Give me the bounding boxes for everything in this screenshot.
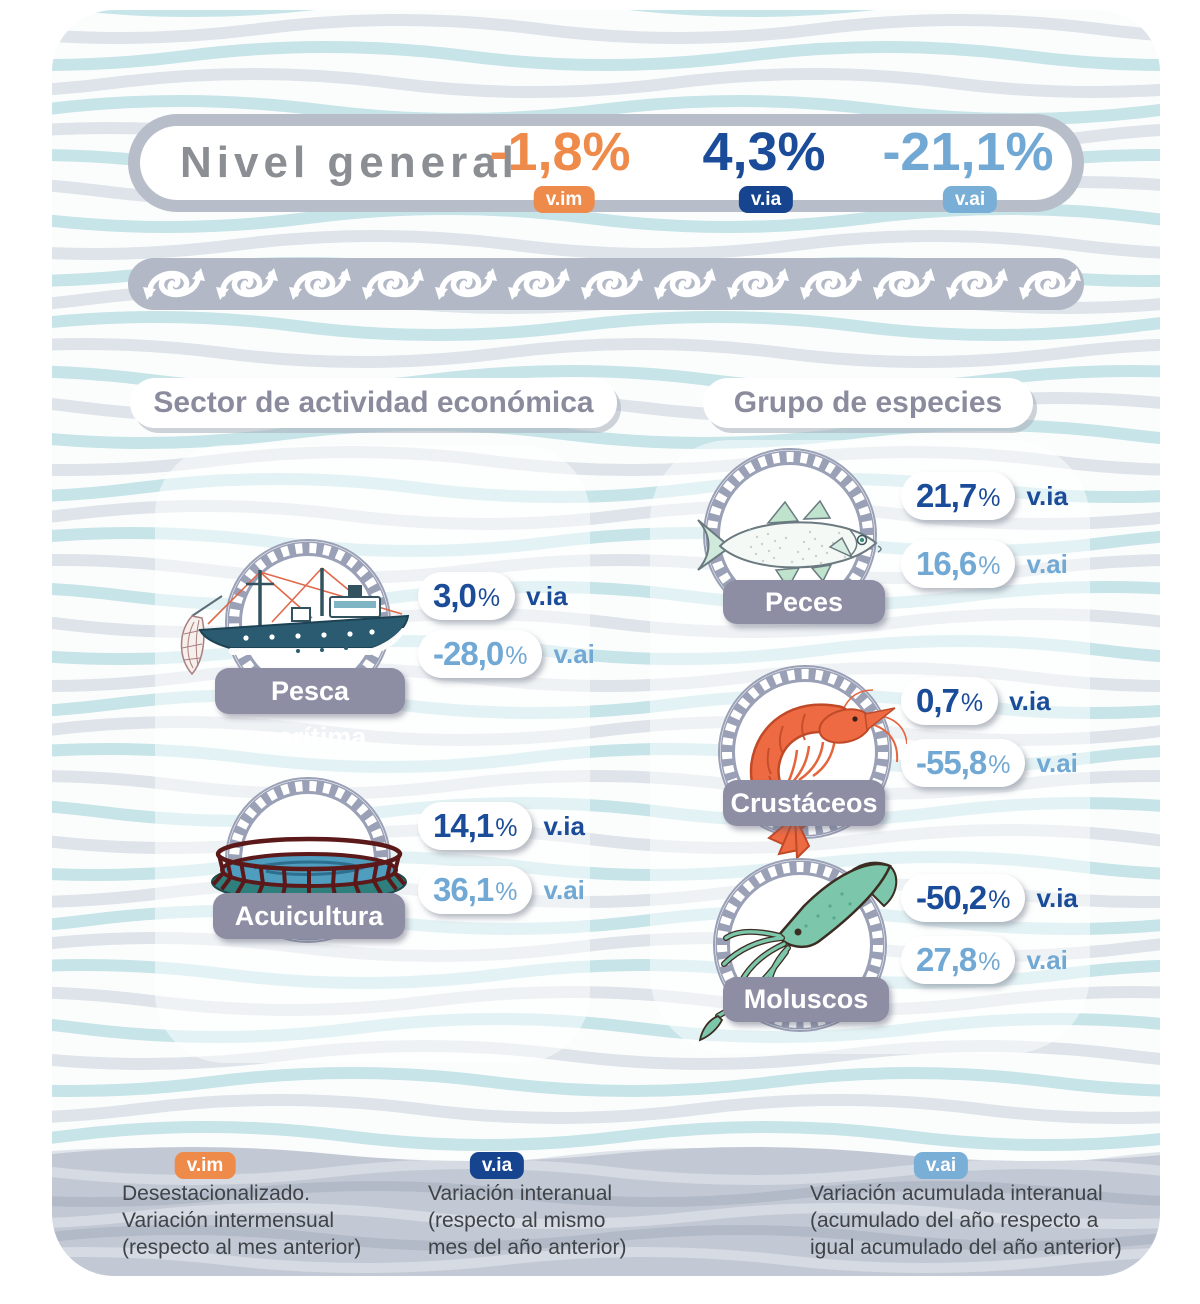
metric-value: 16,6 (916, 545, 977, 582)
value-pill: -55,8% (901, 739, 1026, 787)
footer-wave-band (52, 1147, 1160, 1276)
percent-sign: % (978, 947, 1001, 976)
metric-row: -50,2% v.ia (901, 874, 1078, 922)
squid-icon (698, 861, 898, 1042)
peces-metrics: 21,7% v.ia 16,6% v.ai (901, 472, 1068, 588)
legend-line: Variación interanual (428, 1182, 613, 1205)
overall-via-value: 4,3% (702, 122, 826, 182)
section-title-sector: Sector de actividad económica (130, 378, 617, 428)
legend-line: mes del año anterior) (428, 1236, 627, 1259)
metric-row: 0,7% v.ia (901, 677, 1078, 725)
legend-vai-badge: v.ai (913, 1152, 969, 1179)
legend-line: (acumulado del año respecto a (810, 1209, 1099, 1232)
legend-line: (respecto al mismo (428, 1209, 606, 1232)
metric-tag: v.ia (1036, 882, 1078, 913)
percent-sign: % (988, 750, 1011, 779)
metric-tag: v.ia (1026, 480, 1068, 511)
legend-via-text: Variación interanual (respecto al mismo … (428, 1180, 626, 1261)
metric-tag: v.ia (543, 810, 585, 841)
acuicultura-metrics: 14,1% v.ia 36,1% v.ai (418, 802, 585, 914)
fishing-boat-icon (180, 567, 410, 676)
percent-sign: % (978, 483, 1001, 512)
value-pill: 16,6% (901, 540, 1016, 588)
legend-line: igual acumulado del año anterior) (810, 1236, 1122, 1259)
metric-value: 0,7 (916, 682, 960, 719)
infographic-card: Nivel general -1,8% v.im 4,3% v.ia -21,1… (52, 10, 1160, 1276)
vai-badge: v.ai (942, 186, 998, 213)
metric-row: 3,0% v.ia (418, 572, 595, 620)
metric-value: 3,0 (433, 577, 477, 614)
percent-sign: % (495, 877, 518, 906)
value-pill: -28,0% (418, 630, 543, 678)
rope-knots-icon (143, 268, 1081, 300)
fish-icon (697, 499, 882, 590)
metric-tag: v.ai (1036, 747, 1078, 778)
metric-value: 27,8 (916, 941, 977, 978)
legend-via-badge: v.ia (469, 1152, 525, 1179)
value-pill: 14,1% (418, 802, 533, 850)
value-pill: 21,7% (901, 472, 1016, 520)
metric-row: 14,1% v.ia (418, 802, 585, 850)
metric-row: 36,1% v.ai (418, 866, 585, 914)
crustaceos-metrics: 0,7% v.ia -55,8% v.ai (901, 677, 1078, 787)
metric-row: 16,6% v.ai (901, 540, 1068, 588)
via-badge: v.ia (738, 186, 794, 213)
overall-vim-value: -1,8% (489, 122, 631, 182)
section-title-especies: Grupo de especies (703, 378, 1033, 428)
legend-vim-text: Desestacionalizado. Variación intermensu… (122, 1180, 361, 1261)
value-pill: -50,2% (901, 874, 1026, 922)
pesca-metrics: 3,0% v.ia -28,0% v.ai (418, 572, 595, 678)
legend-vai-text: Variación acumulada interanual (acumulad… (810, 1180, 1122, 1261)
page-title: Nivel general (180, 138, 519, 187)
metric-tag: v.ai (1026, 548, 1068, 579)
metric-row: 27,8% v.ai (901, 936, 1078, 984)
vim-badge: v.im (533, 186, 595, 213)
value-pill: 27,8% (901, 936, 1016, 984)
rope-ornament-bar (128, 258, 1084, 310)
metric-tag: v.ai (553, 638, 595, 669)
sector-panel (155, 445, 590, 1063)
metric-value: -28,0 (433, 635, 504, 672)
metric-row: -55,8% v.ai (901, 739, 1078, 787)
header-pill (140, 126, 1072, 200)
item-label-pesca-maritima: Pesca marítima (215, 668, 405, 752)
legend-footer: v.im Desestacionalizado. Variación inter… (52, 1128, 1160, 1276)
metric-value: 14,1 (433, 807, 494, 844)
percent-sign: % (978, 551, 1001, 580)
value-pill: 3,0% (418, 572, 516, 620)
percent-sign: % (495, 813, 518, 842)
item-label-moluscos: Moluscos (723, 977, 889, 1022)
metric-row: -28,0% v.ai (418, 630, 595, 678)
legend-line: Variación intermensual (122, 1209, 335, 1232)
legend-line: Variación acumulada interanual (810, 1182, 1103, 1205)
metric-row: 21,7% v.ia (901, 472, 1068, 520)
value-pill: 36,1% (418, 866, 533, 914)
percent-sign: % (505, 641, 528, 670)
percent-sign: % (988, 885, 1011, 914)
item-label-acuicultura: Acuicultura (213, 893, 405, 939)
metric-tag: v.ia (1009, 685, 1051, 716)
item-label-peces: Peces (723, 580, 885, 624)
metric-value: -50,2 (916, 879, 987, 916)
item-label-crustaceos: Crustáceos (723, 780, 885, 826)
moluscos-metrics: -50,2% v.ia 27,8% v.ai (901, 874, 1078, 984)
value-pill: 0,7% (901, 677, 999, 725)
percent-sign: % (960, 688, 984, 717)
legend-line: Desestacionalizado. (122, 1182, 310, 1205)
metric-tag: v.ai (543, 874, 585, 905)
metric-value: -55,8 (916, 744, 987, 781)
percent-sign: % (477, 583, 501, 612)
metric-value: 36,1 (433, 871, 494, 908)
legend-vim-badge: v.im (174, 1152, 236, 1179)
metric-tag: v.ai (1026, 944, 1068, 975)
legend-line: (respecto al mes anterior) (122, 1236, 362, 1259)
overall-vai-value: -21,1% (882, 122, 1054, 182)
metric-tag: v.ia (526, 580, 568, 611)
metric-value: 21,7 (916, 477, 977, 514)
